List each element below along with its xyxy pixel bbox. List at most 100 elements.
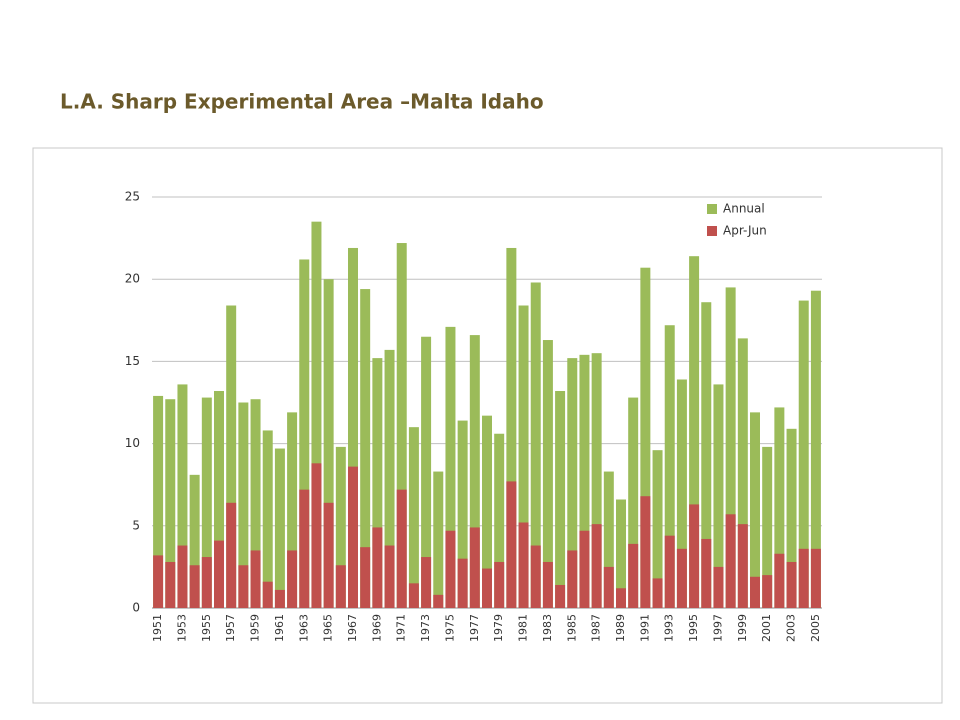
bar <box>762 575 773 608</box>
bar <box>664 325 675 608</box>
bar <box>335 446 346 608</box>
x-tick-label: 1989 <box>614 614 627 642</box>
x-tick-label: 1961 <box>273 614 286 642</box>
bar <box>189 474 200 608</box>
x-tick-label: 1971 <box>395 614 408 642</box>
x-tick-label: 1957 <box>224 614 237 642</box>
bar <box>433 594 444 608</box>
bar <box>311 463 322 608</box>
x-tick-label: 1991 <box>638 614 651 642</box>
x-tick-label: 1999 <box>736 614 749 642</box>
bar <box>542 340 553 608</box>
x-tick-label: 1975 <box>443 614 456 642</box>
bar <box>798 300 809 608</box>
bar <box>384 545 395 608</box>
bar <box>737 524 748 608</box>
bar <box>287 550 298 608</box>
bar <box>469 527 480 608</box>
bar <box>396 489 407 608</box>
x-tick-label: 1955 <box>200 614 213 642</box>
bar <box>348 466 358 608</box>
bar <box>689 504 700 608</box>
bar <box>287 412 298 608</box>
y-tick-label: 5 <box>132 518 140 532</box>
x-tick-label: 1995 <box>687 614 700 642</box>
bar <box>628 397 639 608</box>
bar <box>676 379 687 608</box>
bar <box>214 540 224 608</box>
x-tick-label: 1997 <box>711 614 724 642</box>
bar <box>506 247 517 609</box>
bar <box>250 399 261 608</box>
bar <box>299 489 310 608</box>
y-tick-label: 0 <box>132 601 140 615</box>
bar <box>348 247 358 609</box>
x-tick-label: 1987 <box>590 614 603 642</box>
bar <box>201 557 212 608</box>
bar <box>689 256 700 608</box>
bar <box>189 565 200 608</box>
x-tick-label: 1953 <box>175 614 188 642</box>
bar <box>591 524 602 608</box>
bar <box>506 481 517 608</box>
bar <box>384 349 395 608</box>
bar <box>372 527 383 608</box>
bar <box>372 358 383 608</box>
bar <box>737 338 748 608</box>
bar <box>262 581 273 608</box>
legend-label: Annual <box>723 202 765 216</box>
legend-swatch <box>707 204 717 214</box>
bar <box>640 267 651 608</box>
bar <box>408 427 419 608</box>
bar <box>153 395 164 608</box>
bar <box>786 428 797 608</box>
x-tick-label: 1993 <box>663 614 676 642</box>
bar <box>165 399 176 608</box>
bar <box>640 496 651 608</box>
y-tick-label: 25 <box>125 190 140 204</box>
bar <box>713 384 724 608</box>
bar <box>238 402 249 608</box>
bar <box>591 353 602 608</box>
bar <box>701 302 712 608</box>
bar <box>555 390 566 608</box>
bar <box>445 326 456 608</box>
bar <box>725 514 736 608</box>
legend-label: Apr-Jun <box>723 224 767 238</box>
x-tick-label: 1969 <box>370 614 383 642</box>
legend-swatch <box>707 226 717 236</box>
y-tick-label: 15 <box>125 354 140 368</box>
bar <box>628 543 639 608</box>
bar <box>750 412 760 608</box>
x-tick-label: 2001 <box>760 614 773 642</box>
bar <box>603 471 614 608</box>
bar <box>713 566 724 608</box>
bar <box>542 561 553 608</box>
bar <box>762 446 773 608</box>
bar <box>153 555 164 608</box>
bar <box>530 282 541 608</box>
bar <box>603 566 614 608</box>
bar <box>299 259 310 608</box>
bar <box>177 545 188 608</box>
bar <box>482 415 492 608</box>
chart-title: L.A. Sharp Experimental Area –Malta Idah… <box>60 90 544 114</box>
bar <box>701 538 712 608</box>
bar <box>177 384 188 608</box>
x-tick-label: 1959 <box>249 614 262 642</box>
x-tick-label: 1983 <box>541 614 554 642</box>
x-tick-label: 2005 <box>809 614 822 642</box>
bar <box>798 548 809 608</box>
bar <box>482 568 492 608</box>
bar <box>457 420 468 608</box>
bar <box>396 243 407 609</box>
bar <box>810 290 821 608</box>
bar <box>165 561 176 608</box>
bar <box>567 358 578 608</box>
bar <box>323 502 334 608</box>
bar <box>421 557 432 608</box>
bar <box>201 397 212 608</box>
x-tick-label: 1979 <box>492 614 505 642</box>
